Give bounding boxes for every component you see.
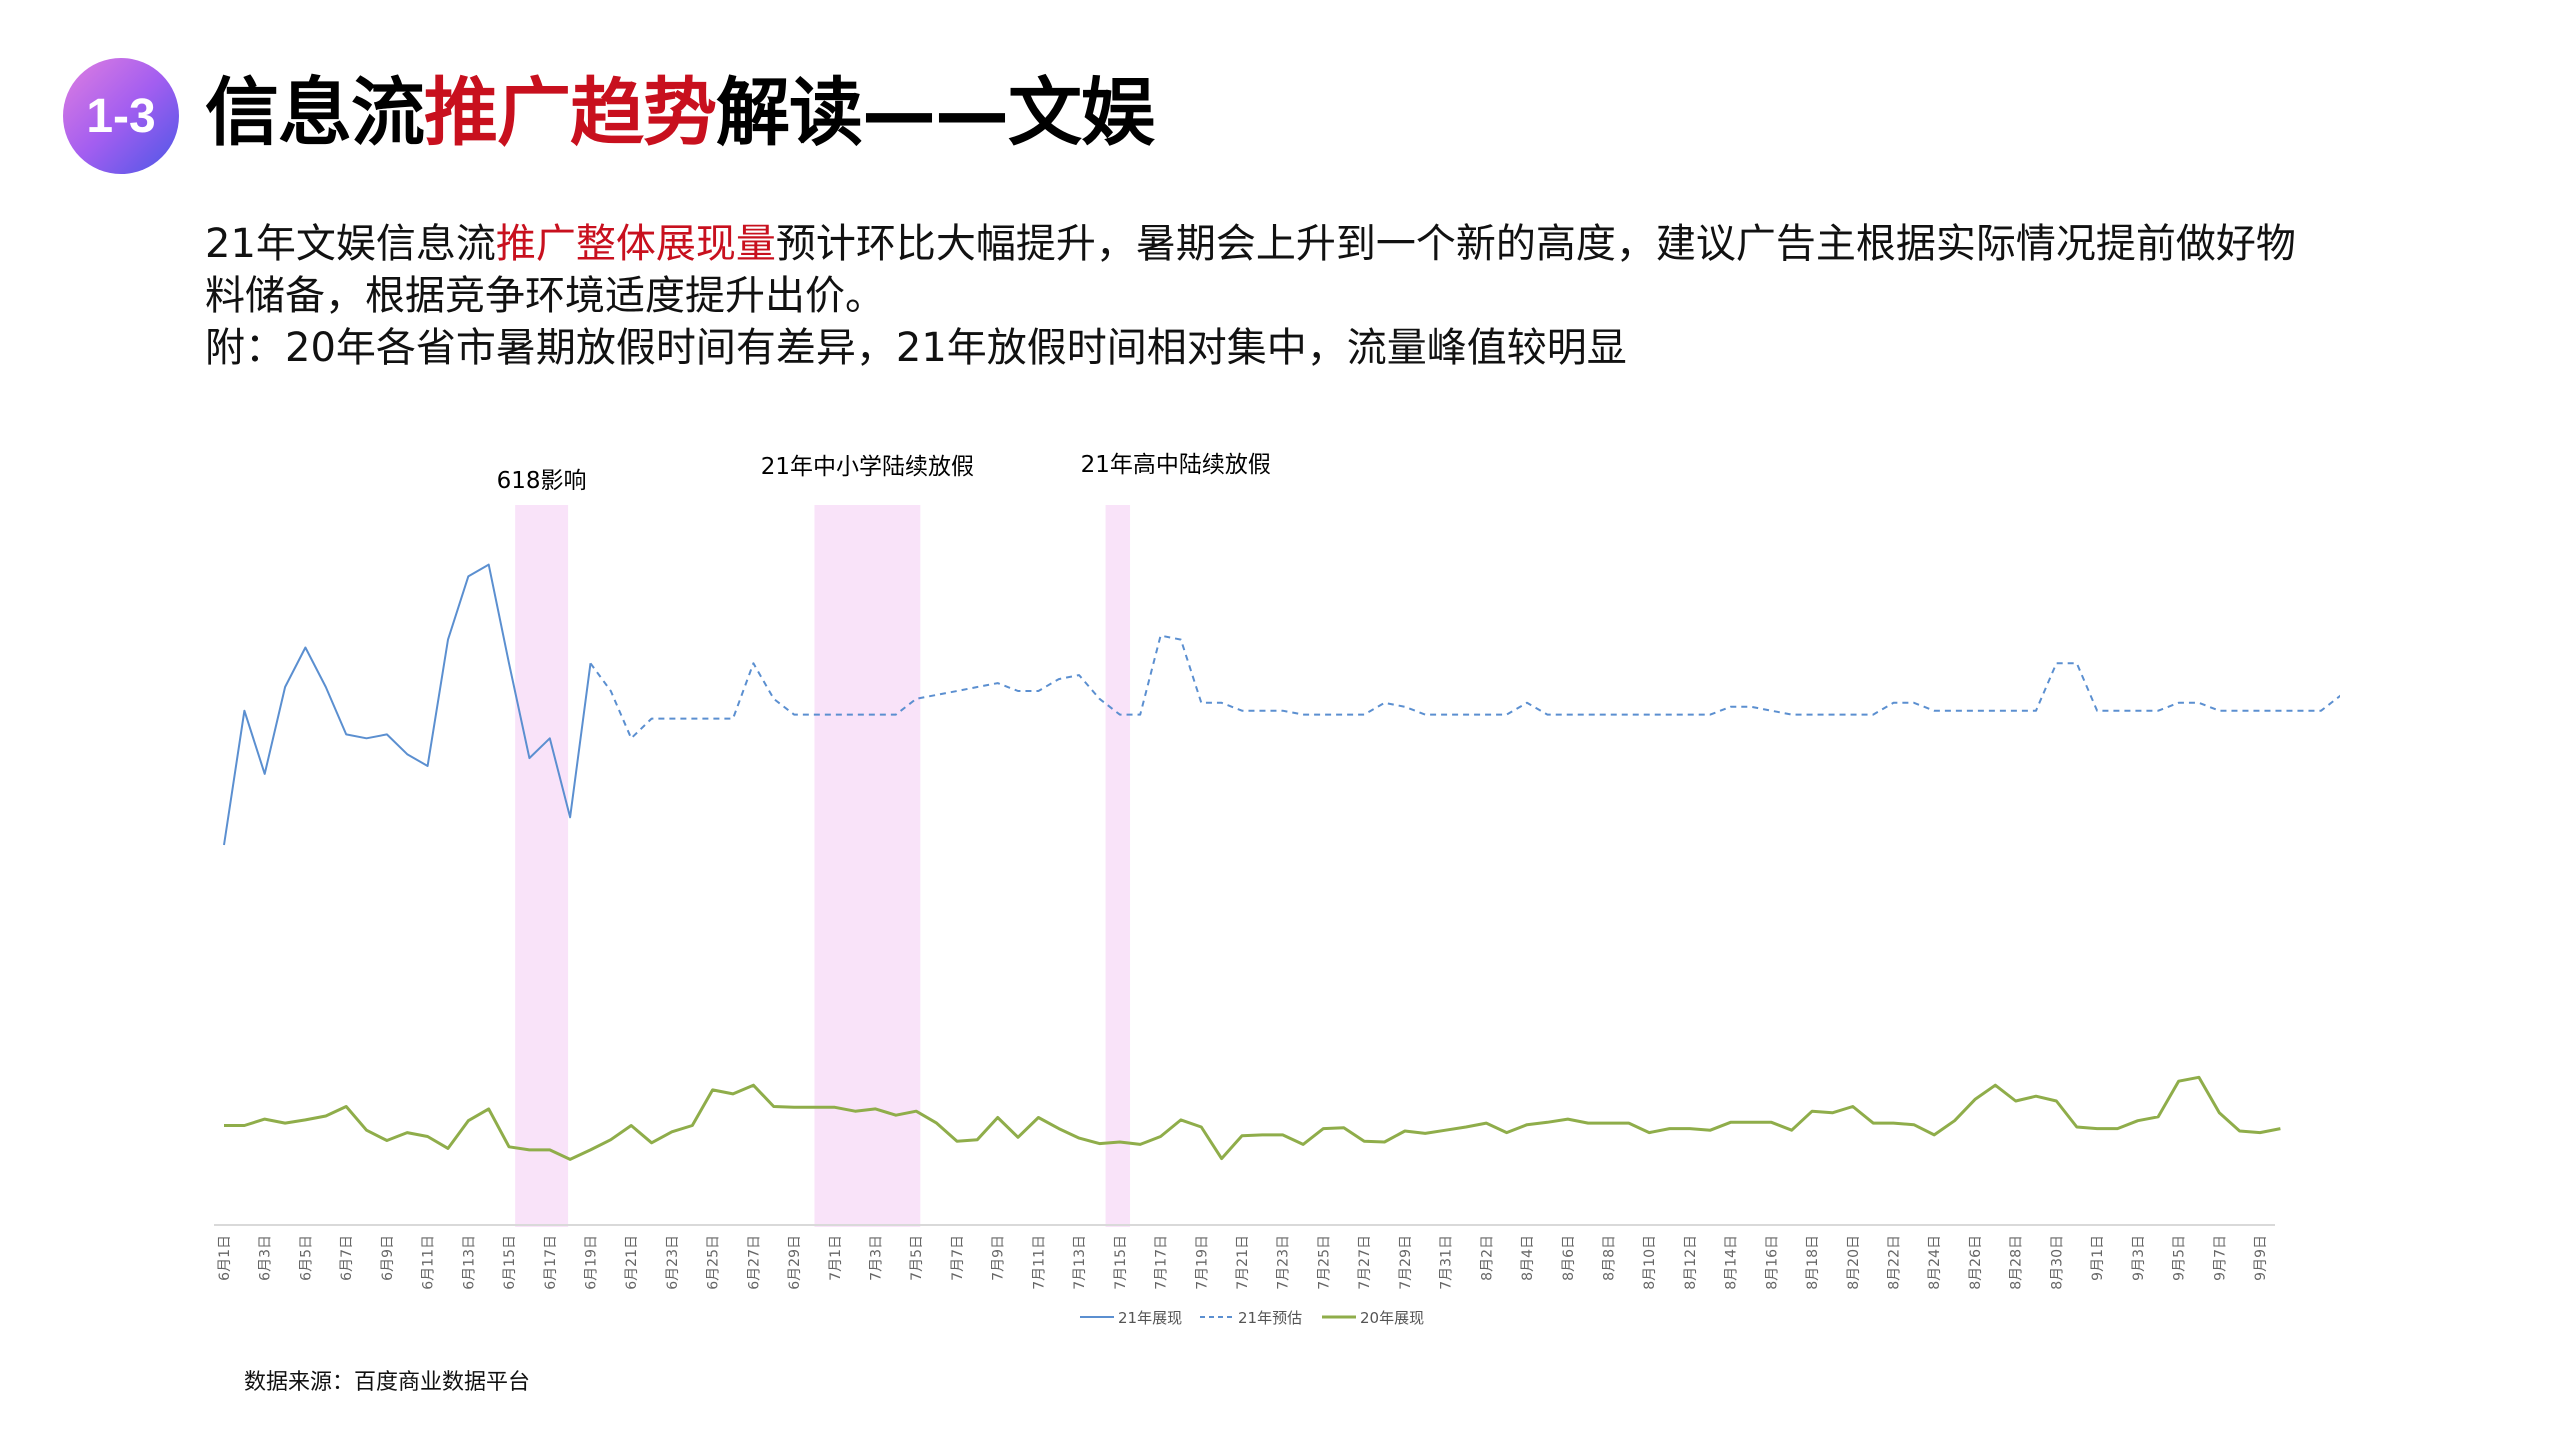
legend-label: 21年展现 <box>1118 1309 1182 1327</box>
x-tick-label: 8月4日 <box>1520 1235 1536 1281</box>
x-tick-label: 7月19日 <box>1194 1235 1210 1290</box>
description: 21年文娱信息流推广整体展现量预计环比大幅提升，暑期会上升到一个新的高度，建议广… <box>205 218 2296 374</box>
series-line <box>223 563 592 846</box>
description-line3: 附：20年各省市暑期放假时间有差异，21年放假时间相对集中，流量峰值较明显 <box>205 325 1627 371</box>
x-tick-label: 8月30日 <box>2049 1235 2065 1290</box>
description-highlight: 推广整体展现量 <box>495 221 776 267</box>
series-line <box>589 634 2340 740</box>
x-tick-label: 7月13日 <box>1072 1235 1088 1290</box>
legend-label: 21年预估 <box>1238 1309 1302 1327</box>
x-tick-label: 8月10日 <box>1642 1235 1658 1290</box>
page-title: 信息流推广趋势解读——文娱 <box>205 58 1155 168</box>
x-tick-label: 8月22日 <box>1887 1235 1903 1290</box>
x-tick-label: 8月8日 <box>1601 1235 1617 1281</box>
title-highlight: 推广趋势 <box>424 70 717 156</box>
x-tick-label: 8月6日 <box>1561 1235 1577 1281</box>
data-source-note: 数据来源：百度商业数据平台 <box>244 1370 531 1395</box>
annotation-label: 21年高中陆续放假 <box>1081 452 1271 478</box>
x-tick-label: 7月31日 <box>1439 1235 1455 1290</box>
x-tick-label: 7月27日 <box>1357 1235 1373 1290</box>
x-tick-label: 7月21日 <box>1235 1235 1251 1290</box>
annotation-band <box>1105 505 1131 1227</box>
x-tick-label: 8月14日 <box>1724 1235 1740 1290</box>
x-tick-label: 6月15日 <box>502 1235 518 1290</box>
x-tick-label: 8月16日 <box>1764 1235 1780 1290</box>
description-line2: 料储备，根据竞争环境适度提升出价。 <box>205 273 885 319</box>
x-tick-label: 7月1日 <box>828 1235 844 1281</box>
x-tick-label: 7月23日 <box>1276 1235 1292 1290</box>
x-tick-label: 9月7日 <box>2212 1235 2228 1281</box>
x-tick-label: 7月25日 <box>1316 1235 1332 1290</box>
annotation-band <box>515 505 569 1227</box>
x-tick-label: 7月9日 <box>991 1235 1007 1281</box>
x-tick-label: 8月26日 <box>1968 1235 1984 1290</box>
x-tick-label: 6月29日 <box>787 1235 803 1290</box>
x-tick-label: 7月7日 <box>950 1235 966 1281</box>
annotation-label: 21年中小学陆续放假 <box>761 454 974 480</box>
title-part2: 解读——文娱 <box>716 70 1155 156</box>
x-tick-label: 7月29日 <box>1398 1235 1414 1290</box>
x-tick-label: 6月17日 <box>543 1235 559 1290</box>
x-tick-label: 9月5日 <box>2172 1235 2188 1281</box>
section-badge: 1-3 <box>63 58 179 174</box>
x-tick-label: 6月25日 <box>706 1235 722 1290</box>
x-tick-label: 7月11日 <box>1031 1235 1047 1290</box>
x-tick-label: 6月23日 <box>665 1235 681 1290</box>
series-line <box>224 1075 2281 1161</box>
x-tick-label: 7月3日 <box>869 1235 885 1281</box>
x-tick-label: 7月15日 <box>1113 1235 1129 1290</box>
x-tick-label: 6月11日 <box>421 1235 437 1290</box>
x-tick-label: 6月7日 <box>339 1235 355 1281</box>
x-tick-label: 8月24日 <box>1927 1235 1943 1290</box>
x-tick-label: 6月1日 <box>217 1235 233 1281</box>
annotation-band <box>814 505 921 1227</box>
x-tick-label: 9月1日 <box>2090 1235 2106 1281</box>
x-tick-label: 8月2日 <box>1479 1235 1495 1281</box>
annotation-label: 618影响 <box>497 468 587 494</box>
x-tick-label: 8月20日 <box>1846 1235 1862 1290</box>
x-tick-label: 6月27日 <box>746 1235 762 1290</box>
x-tick-label: 6月13日 <box>461 1235 477 1290</box>
x-tick-label: 6月9日 <box>380 1235 396 1281</box>
description-line1-start: 21年文娱信息流 <box>205 221 496 267</box>
legend-label: 20年展现 <box>1360 1309 1424 1327</box>
x-tick-label: 8月12日 <box>1683 1235 1699 1290</box>
x-tick-label: 6月5日 <box>298 1235 314 1281</box>
x-tick-label: 8月28日 <box>2009 1235 2025 1290</box>
x-tick-label: 9月3日 <box>2131 1235 2147 1281</box>
title-part1: 信息流 <box>205 70 425 156</box>
description-line1-end: 预计环比大幅提升，暑期会上升到一个新的高度，建议广告主根据实际情况提前做好物 <box>775 221 2296 267</box>
x-tick-label: 6月21日 <box>624 1235 640 1290</box>
x-tick-label: 9月9日 <box>2253 1235 2269 1281</box>
x-tick-label: 6月3日 <box>258 1235 274 1281</box>
x-tick-label: 7月17日 <box>1154 1235 1170 1290</box>
description-line1: 21年文娱信息流推广整体展现量预计环比大幅提升，暑期会上升到一个新的高度，建议广… <box>205 218 2296 270</box>
x-tick-label: 6月19日 <box>583 1235 599 1290</box>
x-tick-label: 8月18日 <box>1805 1235 1821 1290</box>
trend-chart: 618影响 21年中小学陆续放假 21年高中陆续放假 6月1日 6月3日 6月5日 6月7日… <box>214 452 2340 1327</box>
x-tick-label: 7月5日 <box>909 1235 925 1281</box>
